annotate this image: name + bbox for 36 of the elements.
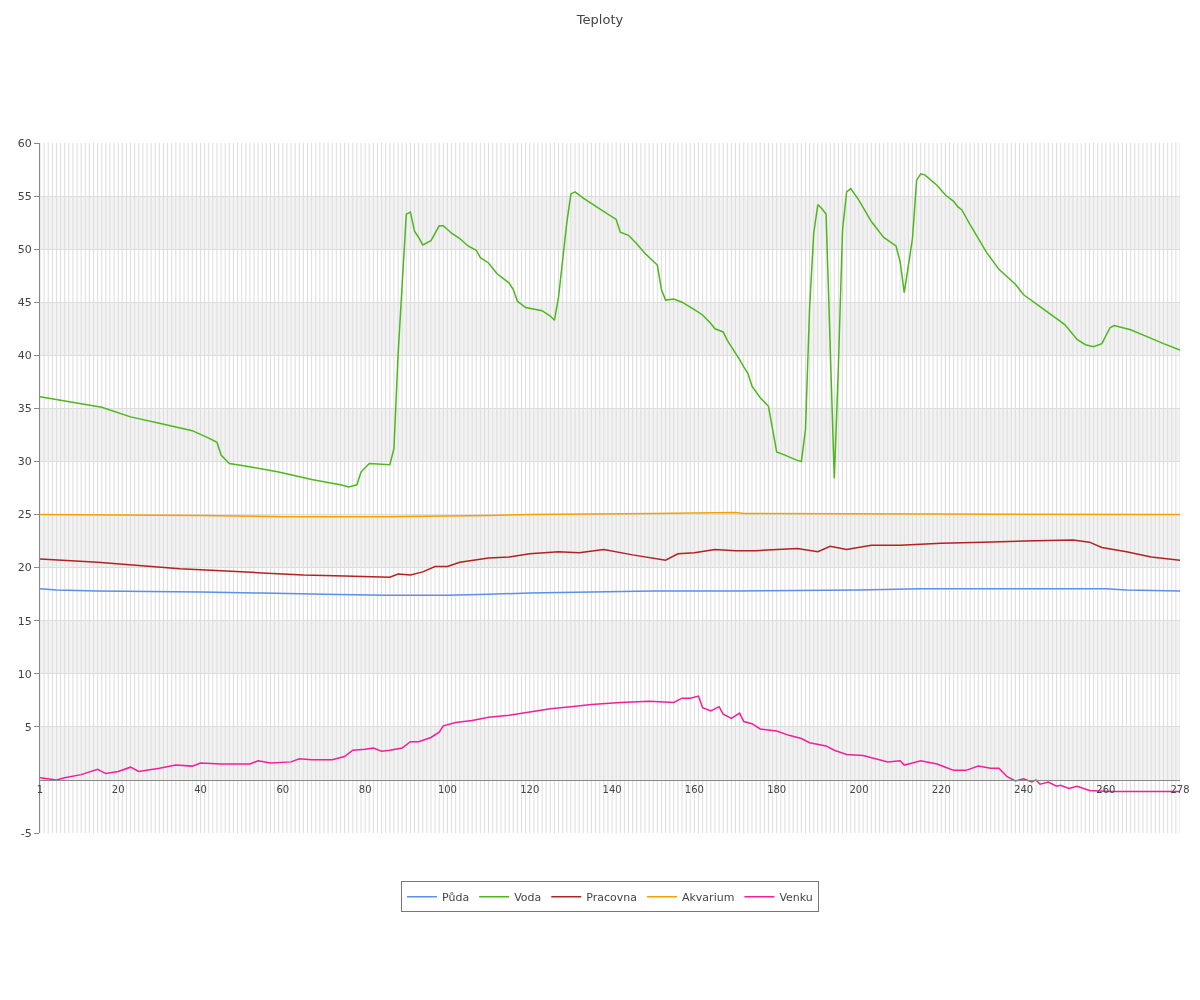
x-tick-label: 80: [358, 783, 372, 795]
y-tick-label: 20: [17, 561, 32, 575]
legend-label: Venku: [779, 891, 813, 905]
x-tick-label: 200: [849, 783, 869, 795]
y-tick-label: 55: [17, 189, 32, 203]
y-tick-label: 35: [17, 402, 32, 416]
y-tick-label: 25: [17, 508, 32, 522]
x-tick-label: 60: [276, 783, 290, 795]
y-tick-label: 15: [17, 614, 32, 628]
y-tick-label: -5: [20, 826, 32, 840]
x-tick-label: 40: [194, 783, 207, 795]
x-tick-label: 120: [520, 783, 540, 795]
x-tick-label: 180: [767, 783, 787, 795]
y-tick-label: 40: [17, 349, 32, 363]
x-tick-label: 220: [931, 783, 951, 795]
y-tick-label: 5: [24, 720, 32, 734]
legend-label: Půda: [442, 891, 470, 905]
legend-label: Voda: [514, 891, 542, 905]
x-tick-label: 100: [437, 783, 457, 795]
line-series: [40, 539, 1180, 578]
x-tick-label: 278: [1170, 783, 1190, 795]
x-tick-label: 140: [602, 783, 622, 795]
y-tick-label: 60: [17, 136, 32, 150]
chart-title: Teploty: [575, 12, 624, 28]
y-tick-label: 45: [17, 296, 32, 310]
y-tick-label: 50: [17, 243, 32, 256]
legend-label: Pracovna: [586, 891, 637, 905]
x-tick-label: 160: [684, 783, 704, 795]
x-tick-label: 1: [36, 783, 44, 795]
legend-label: Akvarium: [681, 891, 735, 905]
x-tick-label: 20: [111, 783, 125, 795]
line-series: [40, 588, 1180, 596]
x-tick-label: 240: [1014, 783, 1034, 795]
y-tick-label: 10: [17, 667, 32, 681]
y-tick-label: 30: [17, 455, 32, 469]
line-series: [40, 173, 1180, 488]
